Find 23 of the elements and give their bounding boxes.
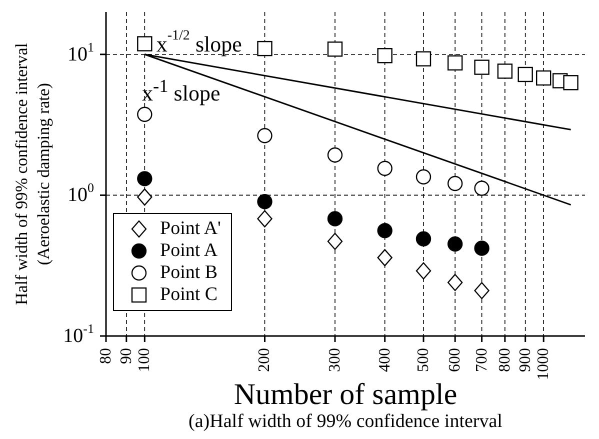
x-axis-title: Number of sample [234,378,458,411]
x-tick-label: 500 [415,348,432,372]
x-tick-label: 90 [118,348,135,364]
x-tick-label: 900 [516,348,534,372]
y-tick-label: 10$^{1}$ [68,39,94,66]
y-tick-label: 10$^{0}$ [68,180,94,206]
x-tick-label: 100 [136,348,154,372]
x-tick-label: 300 [326,348,344,372]
y-axis-title: Half width of 99% confidence interval (Aeroelastic damping rate) [11,43,54,305]
legend-label: Point A [160,240,218,262]
x-tick-label: 800 [496,348,514,372]
legend-label: Point B [160,262,218,284]
y-tick-label: 10$^{-1}$ [63,321,94,347]
x-tick-label: 200 [256,348,274,372]
text: (a)Half width of 99% confidence interval [188,411,504,433]
legend-label: Point C [160,284,218,306]
x-tick-label: 600 [446,348,464,372]
x-tick-label: 400 [376,348,394,372]
x-tick-label: 1000 [535,348,552,380]
annotation: x$^{-1/2}$ slope [156,28,242,56]
x-tick-label: 700 [473,348,490,372]
legend-label: Point A' [160,218,221,240]
x-tick-label: 80 [98,348,114,364]
